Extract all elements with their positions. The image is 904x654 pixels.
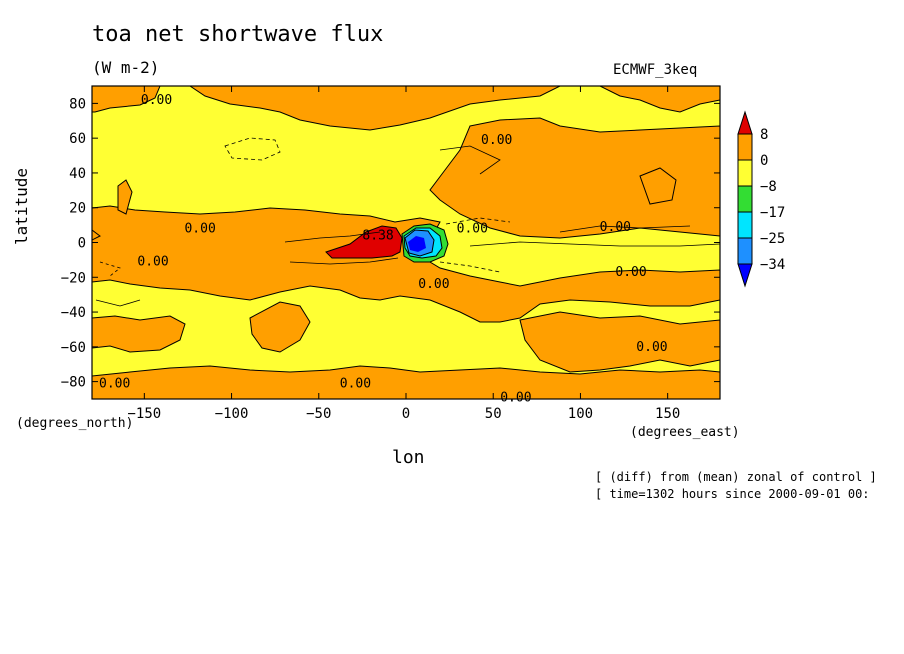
chart-title: toa net shortwave flux	[92, 22, 384, 47]
contour-label: 0.00	[99, 376, 130, 391]
contour-label: 0.00	[418, 277, 449, 292]
y-tick-label: 0	[78, 236, 86, 252]
y-tick-label: 80	[69, 96, 86, 112]
colorbar-segment	[737, 159, 753, 187]
colorbar-segment	[737, 185, 753, 213]
colorbar-label: −8	[760, 179, 777, 195]
contour-label: 0.00	[340, 376, 371, 391]
contour-label: 0.00	[615, 265, 646, 280]
colorbar: 8 0 −8 −17 −25 −34	[737, 110, 785, 288]
y-tick-label: −80	[61, 375, 86, 391]
contour-label: 8.38	[362, 229, 393, 244]
x-axis-unit: (degrees_east)	[630, 425, 740, 440]
y-axis-unit: (degrees_north)	[16, 416, 134, 431]
contour-fill	[92, 86, 720, 399]
y-tick-label: −60	[61, 340, 86, 356]
chart-units: (W m-2)	[92, 58, 160, 77]
colorbar-segment	[737, 237, 753, 265]
x-tick-label: 0	[402, 406, 410, 422]
annotation-time: [ time=1302 hours since 2000-09-01 00:	[595, 487, 870, 501]
colorbar-top-arrow	[737, 110, 753, 135]
x-tick-label: 100	[568, 406, 593, 422]
colorbar-label: −34	[760, 257, 785, 273]
x-tick-label: −150	[127, 406, 161, 422]
y-tick-label: 40	[69, 166, 86, 182]
x-tick-label: 50	[485, 406, 502, 422]
contour-label: 0.00	[457, 222, 488, 237]
contour-labels: 0.00 0.00 0.00 0.00 0.00 0.00 0.00 0.00 0.00 0.00…	[99, 93, 668, 405]
contour-lines	[95, 137, 720, 307]
y-tick-label: −40	[61, 305, 86, 321]
contour-label: 0.00	[481, 133, 512, 148]
contour-label: 0.00	[141, 93, 172, 108]
contour-label: 0.00	[636, 340, 667, 355]
y-tick-label: 60	[69, 131, 86, 147]
x-axis-label: lon	[392, 447, 425, 468]
contour-label: 0.00	[500, 390, 531, 405]
contour-label: 0.00	[184, 222, 215, 237]
x-ticks: −150 −100 −50 0 50 100 150	[127, 86, 680, 422]
x-tick-label: 150	[655, 406, 680, 422]
colorbar-label: 8	[760, 127, 768, 143]
annotation-diff: [ (diff) from (mean) zonal of control ]	[595, 470, 877, 484]
colorbar-bottom-arrow	[737, 263, 753, 288]
x-tick-label: −100	[215, 406, 249, 422]
colorbar-label: −17	[760, 205, 785, 221]
colorbar-label: 0	[760, 153, 768, 169]
model-label: ECMWF_3keq	[613, 62, 698, 78]
y-ticks: 80 60 40 20 0 −20 −40 −60 −80	[61, 96, 720, 391]
colorbar-segment	[737, 211, 753, 239]
y-tick-label: 20	[69, 201, 86, 217]
colorbar-segment	[737, 133, 753, 161]
y-tick-label: −20	[61, 270, 86, 286]
colorbar-label: −25	[760, 231, 785, 247]
contour-label: 0.00	[600, 220, 631, 235]
x-tick-label: −50	[306, 406, 331, 422]
contour-label: 0.00	[137, 255, 168, 270]
